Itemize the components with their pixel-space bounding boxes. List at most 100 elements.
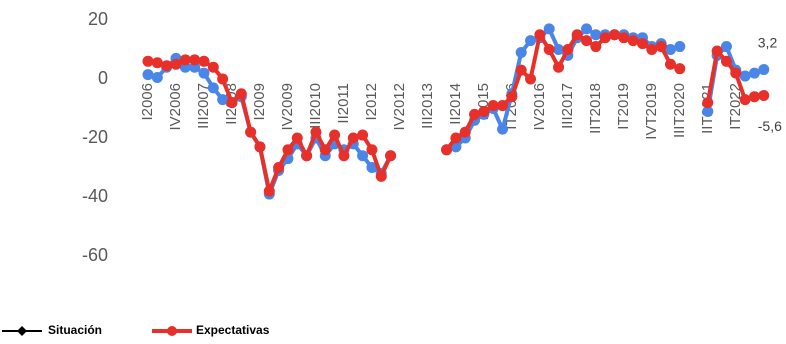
- data-point: [217, 73, 229, 85]
- y-tick-label: 0: [98, 68, 108, 88]
- data-point: [627, 35, 639, 47]
- data-label: 3,2: [758, 34, 778, 50]
- data-point: [151, 72, 163, 84]
- data-label: -5,6: [758, 118, 782, 134]
- data-point: [179, 54, 191, 66]
- data-point: [534, 29, 546, 41]
- data-point: [553, 44, 565, 55]
- data-point: [590, 29, 602, 41]
- data-point: [207, 61, 219, 73]
- y-tick-label: -60: [82, 245, 108, 265]
- data-point: [441, 144, 453, 156]
- data-point: [366, 144, 378, 156]
- data-point: [543, 23, 555, 35]
- x-tick-label: I2012: [363, 83, 380, 121]
- data-point: [618, 32, 630, 44]
- x-tick-label: IV2016: [531, 83, 548, 131]
- x-tick-label: III2007: [195, 83, 212, 129]
- x-tick-label: IV2006: [167, 83, 184, 131]
- data-point: [590, 41, 602, 53]
- data-point: [329, 129, 341, 141]
- data-point: [385, 150, 397, 162]
- data-point: [720, 41, 732, 53]
- data-point: [282, 144, 294, 156]
- data-point: [553, 61, 565, 73]
- data-point: [748, 67, 760, 79]
- data-point: [357, 150, 369, 162]
- x-tick-label: IVT2019: [643, 83, 660, 140]
- data-point: [664, 58, 676, 70]
- data-point: [506, 91, 518, 103]
- data-point: [263, 185, 275, 197]
- data-point: [207, 82, 219, 94]
- data-point: [310, 126, 322, 138]
- data-point: [478, 105, 490, 117]
- x-tick-label: IT2022: [727, 83, 744, 130]
- x-tick-label: I2006: [139, 83, 156, 121]
- y-tick-label: -40: [82, 186, 108, 206]
- data-point: [366, 162, 378, 173]
- data-point: [664, 44, 676, 55]
- data-point: [702, 105, 714, 117]
- data-point: [375, 170, 387, 182]
- x-tick-label: IT2019: [615, 83, 632, 130]
- data-point: [655, 41, 667, 53]
- legend-marker: [17, 326, 27, 336]
- data-point: [226, 97, 238, 109]
- data-point: [525, 35, 537, 47]
- x-tick-label: II2014: [447, 83, 464, 125]
- data-point: [245, 126, 257, 138]
- x-tick-label: IIT2018: [587, 83, 604, 134]
- y-tick-label: -20: [82, 127, 108, 147]
- legend-label: Situación: [48, 323, 102, 337]
- data-point: [450, 132, 462, 144]
- data-point: [758, 64, 770, 76]
- data-point: [515, 64, 527, 76]
- data-point: [142, 69, 154, 81]
- data-point: [357, 129, 369, 141]
- data-point: [711, 45, 723, 57]
- data-point: [599, 32, 611, 44]
- data-point: [543, 44, 555, 55]
- data-point: [497, 123, 509, 135]
- data-point: [674, 41, 686, 53]
- data-point: [739, 70, 751, 82]
- data-point: [254, 141, 266, 153]
- data-point: [758, 90, 770, 102]
- data-point: [217, 94, 229, 106]
- x-tick-label: III2013: [419, 83, 436, 129]
- x-tick-label: III2010: [307, 83, 324, 129]
- data-point: [636, 38, 648, 50]
- data-point: [273, 162, 285, 173]
- x-tick-label: I2009: [251, 83, 268, 121]
- x-tick-label: II2011: [335, 83, 352, 124]
- data-point: [571, 29, 583, 41]
- data-point: [469, 108, 481, 120]
- data-point: [319, 144, 331, 156]
- data-point: [198, 67, 210, 79]
- data-point: [301, 150, 313, 162]
- data-point: [748, 91, 760, 103]
- y-tick-label: 20: [88, 9, 108, 29]
- data-point: [459, 126, 471, 138]
- data-point: [161, 60, 173, 72]
- data-point: [730, 67, 742, 79]
- data-point: [338, 150, 350, 162]
- data-point: [291, 132, 303, 144]
- data-point: [581, 23, 593, 35]
- legend-marker: [167, 326, 177, 336]
- data-point: [487, 100, 499, 112]
- x-tick-label: III2017: [559, 83, 576, 129]
- data-point: [151, 57, 163, 69]
- data-point: [198, 55, 210, 67]
- data-point: [739, 94, 751, 106]
- data-point: [515, 46, 527, 58]
- data-point: [674, 63, 686, 75]
- data-point: [720, 55, 732, 67]
- data-point: [562, 44, 574, 55]
- data-point: [142, 55, 154, 67]
- data-point: [170, 58, 182, 70]
- x-tick-label: IIIT2020: [671, 83, 688, 138]
- data-point: [609, 29, 620, 41]
